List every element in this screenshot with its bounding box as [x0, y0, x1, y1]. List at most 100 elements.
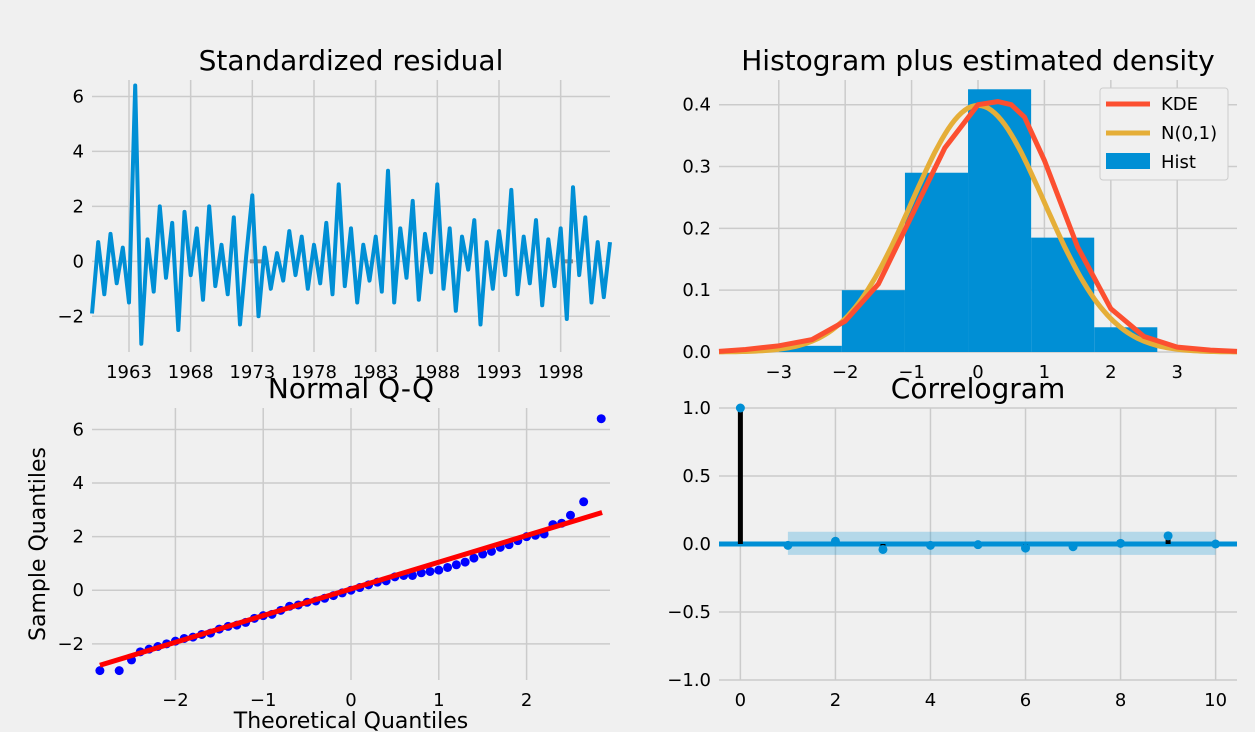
x-tick-label: 1978: [291, 362, 337, 383]
x-tick-label: 1988: [414, 362, 460, 383]
legend-hist-label: Hist: [1161, 152, 1196, 173]
qq-reference-line: [99, 510, 603, 668]
acf-point: [1021, 543, 1031, 553]
chart-title: Histogram plus estimated density: [741, 44, 1214, 77]
y-tick-label: −2: [57, 306, 84, 327]
x-tick-label: −2: [832, 362, 859, 383]
qq-point: [460, 557, 470, 567]
y-tick-label: 6: [73, 419, 84, 440]
y-tick-label: −0.5: [667, 602, 711, 623]
qq-point: [425, 566, 435, 576]
y-tick-labels: −2 0 2 4 6: [57, 419, 84, 654]
y-tick-label: 0: [73, 251, 84, 272]
y-tick-label: 0.0: [682, 342, 711, 363]
qq-point: [579, 497, 589, 507]
x-tick-label: 0: [345, 690, 356, 711]
y-tick-labels: −2 0 2 4 6: [57, 86, 84, 327]
qq-point: [114, 666, 124, 676]
x-tick-label: 10: [1204, 690, 1227, 711]
chart-title: Correlogram: [891, 372, 1065, 405]
chart-title: Normal Q-Q: [268, 372, 434, 405]
chart-title: Standardized residual: [199, 44, 504, 77]
x-tick-label: 1: [433, 690, 444, 711]
y-tick-label: 1.0: [682, 398, 711, 419]
legend-hist-swatch: [1106, 153, 1150, 169]
y-tick-label: 0.4: [682, 95, 711, 116]
y-tick-label: 4: [73, 141, 84, 162]
x-tick-label: 4: [925, 690, 936, 711]
x-tick-label: −1: [250, 690, 277, 711]
residual-series-line: [90, 83, 612, 346]
y-tick-labels: −1.0 −0.5 0.0 0.5 1.0: [667, 398, 711, 691]
y-tick-label: 0: [73, 580, 84, 601]
qq-point: [565, 510, 575, 520]
acf-point: [878, 544, 888, 554]
x-tick-labels: 0 2 4 6 8 10: [735, 690, 1227, 711]
qq-point: [596, 414, 606, 424]
acf-point: [925, 540, 935, 550]
histogram-bar: [841, 290, 905, 352]
histogram-bar: [968, 89, 1032, 352]
y-tick-label: 0.1: [682, 280, 711, 301]
x-tick-label: −3: [765, 362, 792, 383]
y-tick-label: 4: [73, 473, 84, 494]
x-tick-label: 0: [735, 690, 746, 711]
plot-area: [92, 80, 610, 352]
x-tick-label: 3: [1172, 362, 1183, 383]
x-tick-label: 1993: [476, 362, 522, 383]
panel-histogram-density: −3 −2 −1 0 1 2 3 0.0 0.1 0.2 0.3 0.4 KDE N(0,1) Hi…: [682, 44, 1238, 383]
panel-standardized-residual: 1963 1968 1973 1978 1983 1988 1993 1998 −20246 …: [57, 44, 612, 383]
x-tick-label: 2: [1105, 362, 1116, 383]
histogram-bar: [1031, 237, 1095, 352]
qq-point: [434, 565, 444, 575]
x-tick-label: 1983: [353, 362, 399, 383]
qq-point: [443, 562, 453, 572]
acf-point: [1211, 539, 1221, 549]
panel-correlogram: 0 2 4 6 8 10 −1.0 −0.5 0.0 0.5 1.0 Correlogram: [667, 372, 1237, 711]
x-tick-label: −2: [162, 690, 189, 711]
x-tick-label: 1998: [538, 362, 584, 383]
y-tick-labels: 0.0 0.1 0.2 0.3 0.4: [682, 95, 711, 363]
x-tick-label: 1973: [229, 362, 275, 383]
acf-point: [830, 536, 840, 546]
x-tick-label: 6: [1020, 690, 1031, 711]
y-tick-label: 0.3: [682, 157, 711, 178]
y-tick-label: 2: [73, 527, 84, 548]
x-tick-label: 1: [1039, 362, 1050, 383]
x-axis-label: Theoretical Quantiles: [233, 709, 468, 732]
x-tick-label: 2: [521, 690, 532, 711]
y-axis-label: Sample Quantiles: [26, 447, 51, 641]
x-tick-label: 8: [1115, 690, 1126, 711]
acf-points: [735, 403, 1221, 554]
y-tick-label: 0.2: [682, 218, 711, 239]
qq-point: [469, 553, 479, 563]
acf-point: [735, 403, 745, 413]
legend-kde-label: KDE: [1161, 94, 1198, 115]
x-tick-label: 2: [830, 690, 841, 711]
acf-point: [1163, 531, 1173, 541]
x-tick-label: −1: [898, 362, 925, 383]
x-tick-label: 0: [972, 362, 983, 383]
x-tick-labels: −2 −1 0 1 2: [162, 690, 532, 711]
x-tick-label: 1963: [106, 362, 152, 383]
acf-point: [1116, 538, 1126, 548]
x-tick-label: 1968: [168, 362, 214, 383]
legend-normal-label: N(0,1): [1161, 123, 1217, 144]
qq-point: [95, 666, 105, 676]
y-tick-label: 2: [73, 196, 84, 217]
kde-line: [718, 99, 1238, 354]
y-tick-label: 6: [73, 86, 84, 107]
y-tick-label: −1.0: [667, 670, 711, 691]
acf-point: [783, 540, 793, 550]
panel-normal-qq: −2 −1 0 1 2 −2 0 2 4 6 Normal Q-Q Theoretical Qu…: [26, 372, 610, 732]
acf-point: [973, 540, 983, 550]
histogram-bar: [778, 345, 842, 352]
y-tick-label: 0.5: [682, 466, 711, 487]
acf-point: [1068, 542, 1078, 552]
x-tick-labels: 1963 1968 1973 1978 1983 1988 1993 1998: [106, 362, 583, 383]
qq-point: [451, 560, 461, 570]
x-tick-labels: −3 −2 −1 0 1 2 3: [765, 362, 1182, 383]
legend: KDE N(0,1) Hist: [1099, 87, 1229, 181]
y-tick-label: −2: [57, 634, 84, 655]
